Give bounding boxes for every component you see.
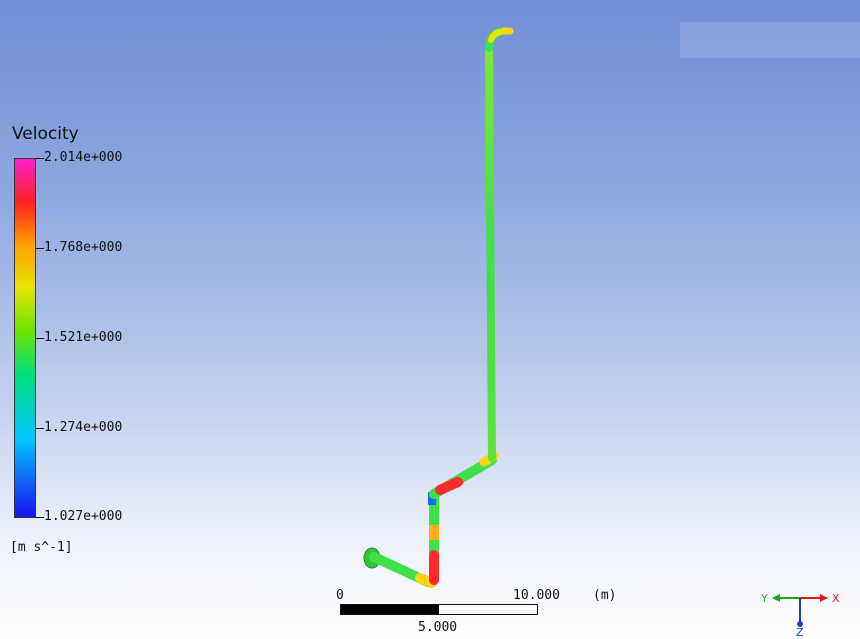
scale-label-unit: (m) <box>593 588 616 603</box>
y-axis-arrow <box>772 594 780 602</box>
scale-bar <box>340 604 538 615</box>
x-axis-arrow <box>820 594 828 602</box>
scale-bar-fill <box>341 605 439 614</box>
axis-triad-icon: X Y Z <box>756 578 846 638</box>
scale-label-start: 0 <box>336 588 344 603</box>
z-axis-label: Z <box>796 626 804 638</box>
pipe-main-riser <box>489 48 492 458</box>
scale-label-end: 10.000 <box>513 588 560 603</box>
scale-label-mid: 5.000 <box>418 620 457 635</box>
x-axis-label: X <box>832 592 840 605</box>
y-axis-label: Y <box>760 592 768 605</box>
